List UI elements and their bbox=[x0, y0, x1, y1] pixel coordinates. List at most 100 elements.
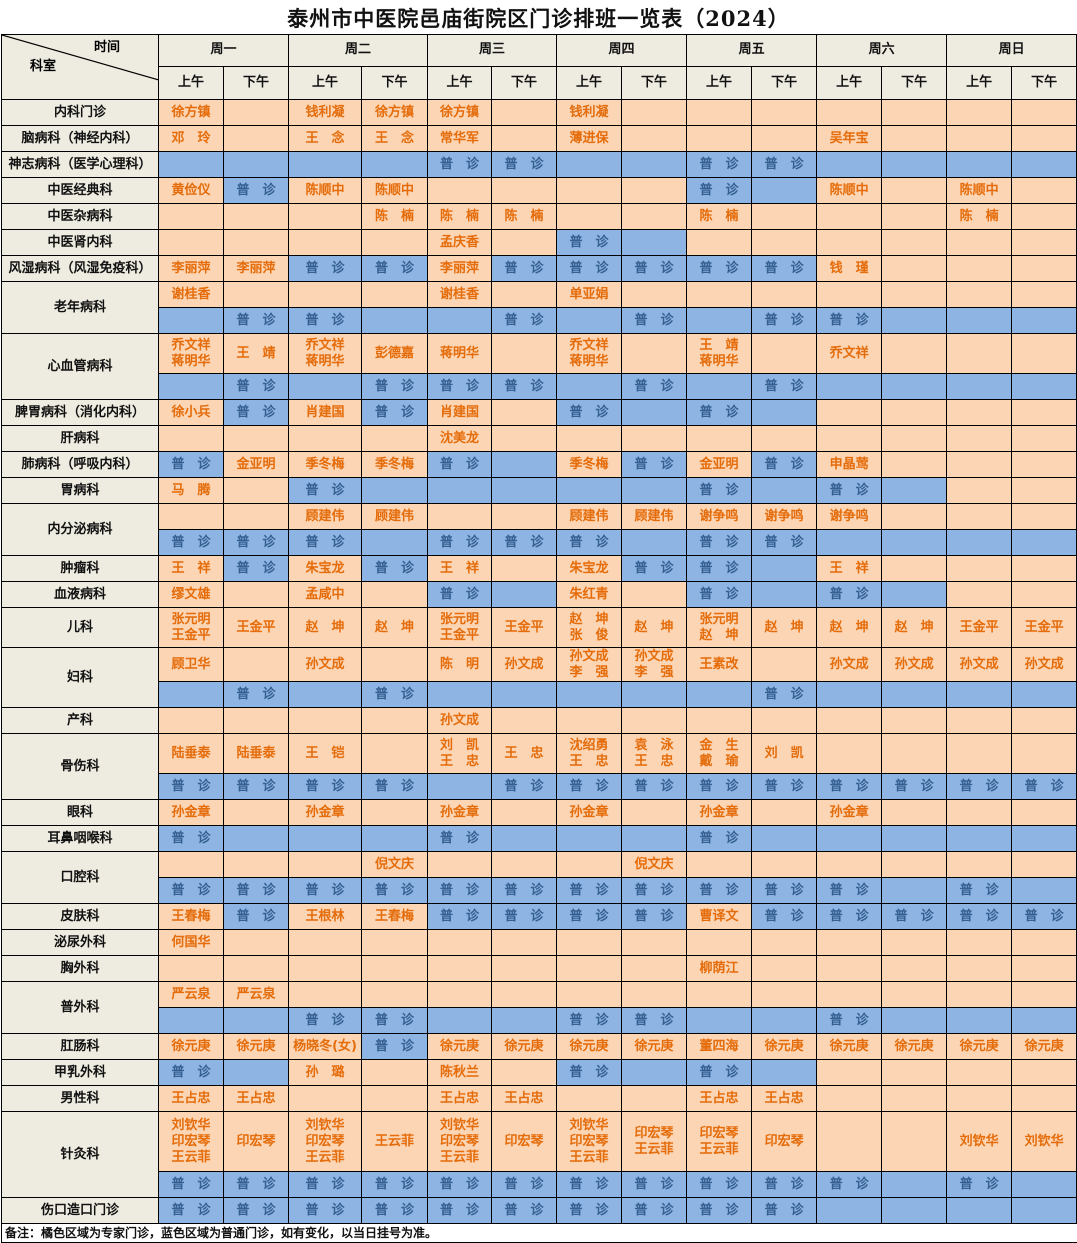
expert-clinic-cell: 王 祥 bbox=[427, 555, 493, 582]
general-clinic-cell: 普 诊 bbox=[686, 529, 753, 556]
schedule-row: 普 诊普 诊普 诊普 诊普 诊普 诊普 诊普 诊普 诊普 诊普 诊普 诊 bbox=[2, 1171, 1077, 1198]
schedule-row: 普 诊普 诊普 诊普 诊普 诊普 诊普 诊普 诊普 诊普 诊普 诊普 诊 bbox=[2, 877, 1077, 904]
expert-clinic-cell bbox=[686, 229, 753, 256]
expert-clinic-cell bbox=[881, 177, 948, 204]
expert-clinic-cell bbox=[1011, 99, 1077, 126]
expert-clinic-cell: 王根林 bbox=[288, 903, 363, 930]
expert-clinic-cell bbox=[1011, 733, 1077, 774]
expert-clinic-cell bbox=[881, 799, 948, 826]
expert-clinic-cell: 顾建伟 bbox=[621, 503, 688, 530]
expert-clinic-cell: 柳荫江 bbox=[686, 955, 753, 982]
general-clinic-cell: 普 诊 bbox=[686, 1197, 753, 1224]
afternoon-header: 下午 bbox=[881, 65, 948, 101]
expert-clinic-cell: 王占忠 bbox=[427, 1085, 493, 1112]
schedule-row: 普 诊普 诊普 诊 bbox=[2, 681, 1077, 708]
expert-clinic-cell bbox=[491, 799, 558, 826]
expert-clinic-cell: 王金平 bbox=[222, 607, 290, 648]
expert-clinic-cell bbox=[556, 851, 623, 878]
expert-clinic-cell bbox=[881, 281, 948, 308]
expert-clinic-cell bbox=[881, 929, 948, 956]
general-clinic-cell: 普 诊 bbox=[751, 773, 818, 800]
schedule-row: 普 诊普 诊普 诊普 诊普 诊普 诊 bbox=[2, 373, 1077, 400]
expert-clinic-cell bbox=[751, 333, 818, 374]
expert-clinic-cell bbox=[881, 125, 948, 152]
expert-clinic-cell: 孙金章 bbox=[816, 799, 883, 826]
expert-clinic-cell bbox=[1011, 1085, 1077, 1112]
expert-clinic-cell bbox=[946, 799, 1013, 826]
department-name: 普外科 bbox=[1, 981, 159, 1034]
expert-clinic-cell bbox=[621, 799, 688, 826]
expert-clinic-cell: 黄俭仪 bbox=[158, 177, 224, 204]
expert-clinic-cell bbox=[816, 425, 883, 452]
general-clinic-cell: 普 诊 bbox=[222, 877, 290, 904]
general-clinic-cell bbox=[491, 681, 558, 708]
expert-clinic-cell: 孙文成 bbox=[288, 647, 363, 682]
general-clinic-cell: 普 诊 bbox=[686, 1171, 753, 1198]
expert-clinic-cell: 彭德嘉 bbox=[361, 333, 429, 374]
general-clinic-cell bbox=[816, 529, 883, 556]
general-clinic-cell: 普 诊 bbox=[751, 1171, 818, 1198]
expert-clinic-cell: 顾建伟 bbox=[556, 503, 623, 530]
expert-clinic-cell bbox=[1011, 799, 1077, 826]
general-clinic-cell bbox=[816, 1197, 883, 1224]
half-header-row: 上午 下午 上午 下午 上午 下午 上午 下午 上午 下午 上午 下午 上午 下午 bbox=[2, 65, 1077, 101]
department-name: 肛肠科 bbox=[1, 1033, 159, 1060]
day-header: 周六 bbox=[816, 34, 948, 67]
expert-clinic-cell bbox=[1011, 255, 1077, 282]
general-clinic-cell: 普 诊 bbox=[881, 773, 948, 800]
expert-clinic-cell: 谢桂香 bbox=[427, 281, 493, 308]
expert-clinic-cell: 孙文成 bbox=[946, 647, 1013, 682]
expert-clinic-cell: 陆垂泰 bbox=[158, 733, 224, 774]
expert-clinic-cell bbox=[621, 177, 688, 204]
expert-clinic-cell bbox=[946, 981, 1013, 1008]
schedule-row: 普 诊普 诊普 诊普 诊普 诊普 诊 bbox=[2, 307, 1077, 334]
expert-clinic-cell: 谢桂香 bbox=[158, 281, 224, 308]
expert-clinic-cell: 赵 坤 bbox=[288, 607, 363, 648]
expert-clinic-cell: 陈 楠 bbox=[427, 203, 493, 230]
expert-clinic-cell bbox=[1011, 503, 1077, 530]
expert-clinic-cell: 王金平 bbox=[491, 607, 558, 648]
expert-clinic-cell bbox=[686, 851, 753, 878]
expert-clinic-cell bbox=[288, 281, 363, 308]
expert-clinic-cell bbox=[222, 929, 290, 956]
expert-clinic-cell bbox=[881, 1111, 948, 1172]
general-clinic-cell bbox=[1011, 307, 1077, 334]
expert-clinic-cell: 徐元庚 bbox=[556, 1033, 623, 1060]
department-name: 内分泌病科 bbox=[1, 503, 159, 556]
expert-clinic-cell: 王金平 bbox=[1011, 607, 1077, 648]
expert-clinic-cell bbox=[1011, 281, 1077, 308]
expert-clinic-cell bbox=[621, 929, 688, 956]
expert-clinic-cell: 季冬梅 bbox=[556, 451, 623, 478]
schedule-row: 男性科 王占忠 王占忠 王占忠 王占忠 王占忠 王占忠 bbox=[1, 1085, 1077, 1112]
expert-clinic-cell bbox=[816, 929, 883, 956]
general-clinic-cell bbox=[158, 151, 224, 178]
expert-clinic-cell bbox=[946, 425, 1013, 452]
general-clinic-cell bbox=[751, 1059, 818, 1086]
general-clinic-cell: 普 诊 bbox=[751, 151, 818, 178]
expert-clinic-cell bbox=[491, 425, 558, 452]
expert-clinic-cell bbox=[751, 125, 818, 152]
expert-clinic-cell: 严云泉 bbox=[158, 981, 224, 1008]
expert-clinic-cell: 赵 坤 bbox=[881, 607, 948, 648]
general-clinic-cell: 普 诊 bbox=[751, 307, 818, 334]
corner-header: 时间 科室 bbox=[1, 34, 159, 100]
expert-clinic-cell bbox=[361, 1085, 429, 1112]
expert-clinic-cell: 赵 坤 bbox=[361, 607, 429, 648]
expert-clinic-cell bbox=[427, 929, 493, 956]
expert-clinic-cell bbox=[1011, 955, 1077, 982]
general-clinic-cell bbox=[946, 681, 1013, 708]
general-clinic-cell bbox=[556, 151, 623, 178]
expert-clinic-cell bbox=[946, 707, 1013, 734]
general-clinic-cell: 普 诊 bbox=[491, 773, 558, 800]
general-clinic-cell: 普 诊 bbox=[288, 477, 363, 504]
expert-clinic-cell bbox=[158, 707, 224, 734]
general-clinic-cell: 普 诊 bbox=[288, 1197, 363, 1224]
department-name: 中医经典科 bbox=[1, 177, 159, 204]
expert-clinic-cell bbox=[946, 733, 1013, 774]
expert-clinic-cell bbox=[222, 203, 290, 230]
general-clinic-cell: 普 诊 bbox=[816, 903, 883, 930]
expert-clinic-cell bbox=[361, 981, 429, 1008]
expert-clinic-cell: 张元明 王金平 bbox=[158, 607, 224, 648]
general-clinic-cell: 普 诊 bbox=[621, 1007, 688, 1034]
expert-clinic-cell bbox=[686, 425, 753, 452]
